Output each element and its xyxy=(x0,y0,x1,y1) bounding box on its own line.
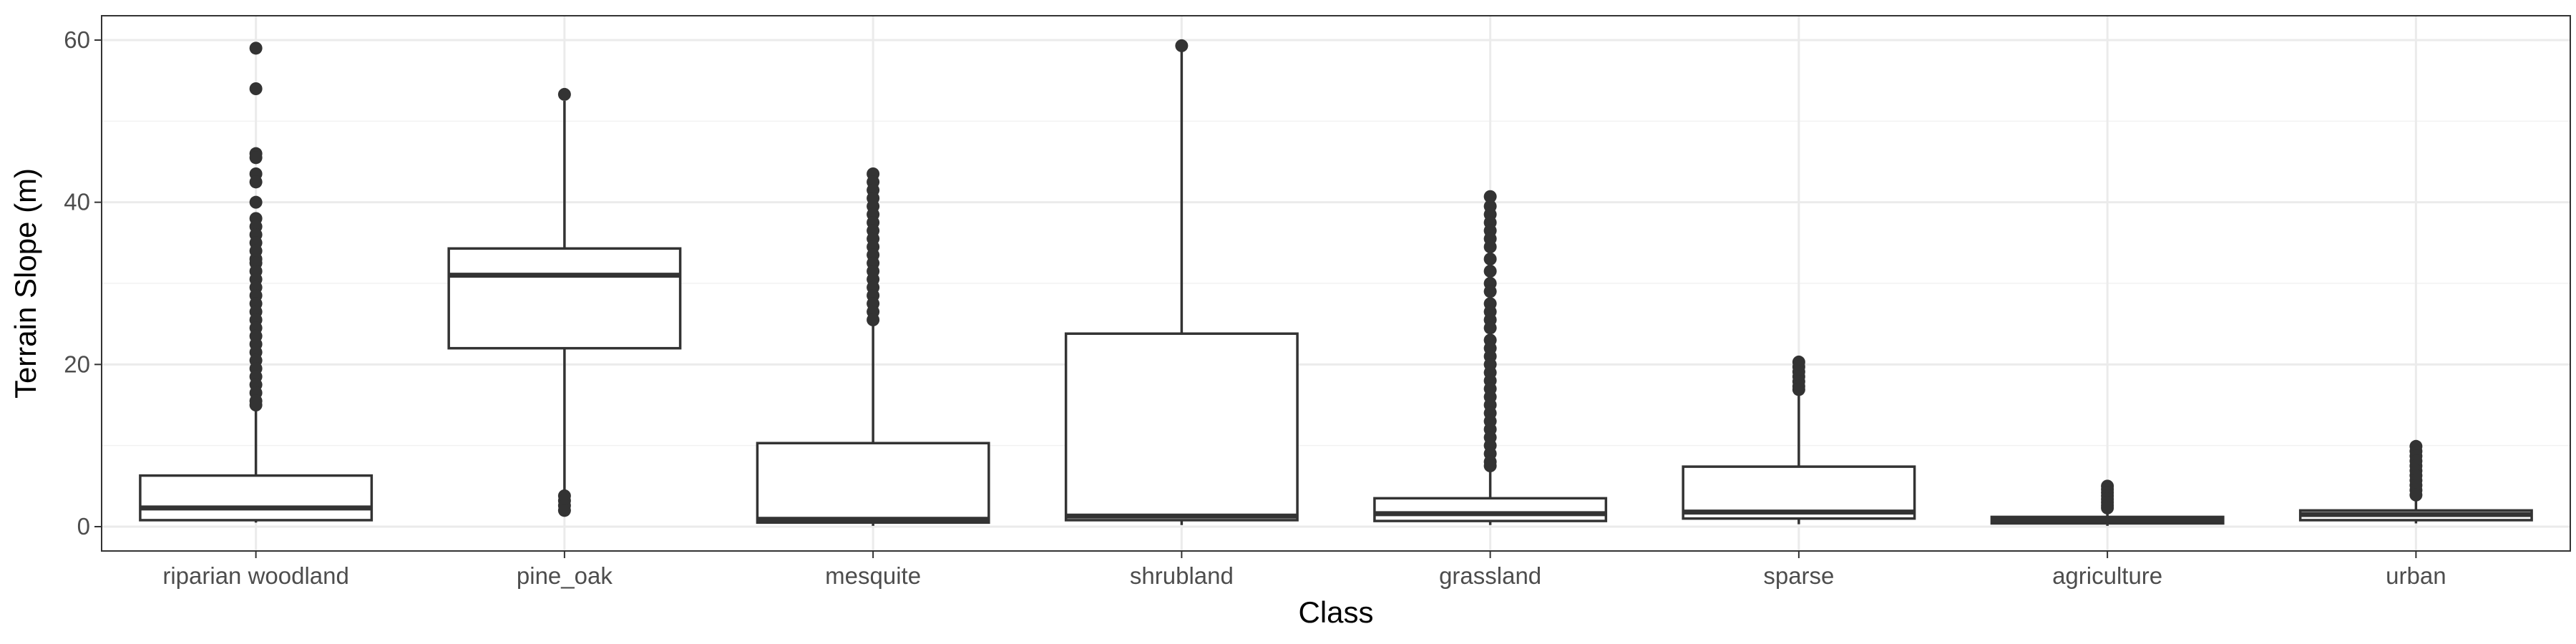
y-axis-title: Terrain Slope (m) xyxy=(9,168,42,399)
box-urban xyxy=(2298,439,2533,524)
iqr-box xyxy=(139,474,374,522)
outlier-point xyxy=(557,87,571,101)
outlier-point xyxy=(1483,321,1497,335)
x-tick-label: mesquite xyxy=(825,562,921,589)
outlier-point xyxy=(1483,253,1497,265)
iqr-box xyxy=(447,247,682,350)
outlier-point xyxy=(249,151,263,165)
outlier-point xyxy=(1175,39,1189,52)
outlier-point xyxy=(867,313,880,326)
outlier-point xyxy=(2101,501,2114,514)
y-axis: 0 20 40 60 xyxy=(64,26,102,540)
outlier-point xyxy=(1483,459,1497,472)
outlier-point xyxy=(1483,285,1497,298)
x-tick-label: shrubland xyxy=(1130,562,1234,589)
x-tick-label: sparse xyxy=(1763,562,1834,589)
x-tick-label: pine_oak xyxy=(517,562,613,589)
x-tick-label: grassland xyxy=(1439,562,1541,589)
outlier-point xyxy=(249,195,263,209)
x-tick-label: riparian woodland xyxy=(162,562,349,589)
y-tick-label: 40 xyxy=(64,189,90,215)
outlier-point xyxy=(557,504,571,517)
y-tick-label: 0 xyxy=(77,513,90,540)
x-axis: riparian woodland pine_oak mesquite shrubla… xyxy=(162,551,2446,589)
box-series xyxy=(139,39,2533,526)
box-sparse xyxy=(1682,355,1916,525)
iqr-box xyxy=(1373,497,1608,522)
outlier-point xyxy=(1792,383,1805,396)
outlier-point xyxy=(2409,488,2423,502)
outlier-point xyxy=(1483,240,1497,253)
box-mesquite xyxy=(756,167,990,526)
box-agriculture xyxy=(1990,479,2225,526)
y-tick-label: 60 xyxy=(64,26,90,53)
x-tick-label: urban xyxy=(2386,562,2446,589)
x-tick-label: agriculture xyxy=(2052,562,2162,589)
x-axis-title: Class xyxy=(1298,595,1373,629)
outlier-point xyxy=(249,399,263,411)
iqr-box xyxy=(1064,332,1299,522)
plot-border xyxy=(101,15,2571,552)
box-riparian-woodland xyxy=(139,42,374,523)
y-tick-label: 20 xyxy=(64,351,90,377)
box-grassland xyxy=(1373,190,1608,525)
outlier-point xyxy=(1483,265,1497,278)
box-shrubland xyxy=(1064,39,1299,525)
outlier-point xyxy=(1483,190,1497,203)
outlier-point xyxy=(249,175,263,189)
iqr-box xyxy=(756,441,990,525)
outlier-point xyxy=(249,82,263,95)
outlier-point xyxy=(249,42,263,55)
box-pine-oak xyxy=(447,87,682,517)
